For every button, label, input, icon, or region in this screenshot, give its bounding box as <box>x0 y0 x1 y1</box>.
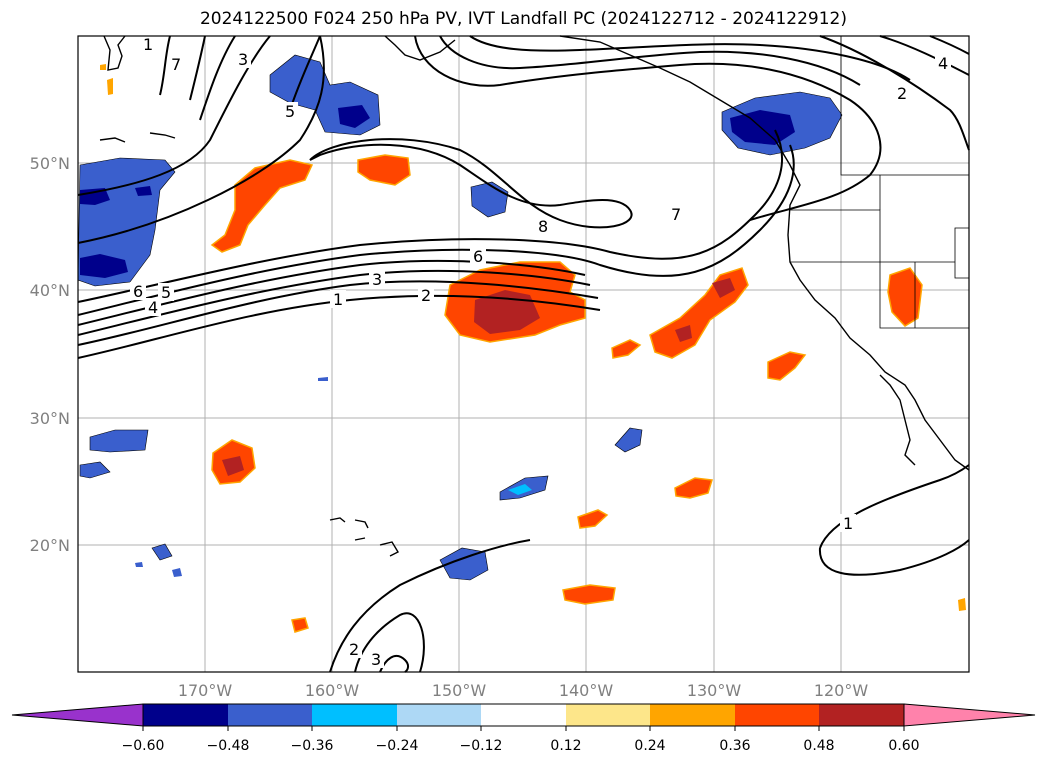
colorbar-tick-label: 0.60 <box>888 738 919 754</box>
colorbar-extend-high <box>903 703 1036 727</box>
lat-label: 30°N <box>30 409 70 428</box>
lon-label: 150°W <box>432 681 487 700</box>
contour-label: 1 <box>840 514 856 533</box>
positive-anomaly-shading <box>100 64 966 633</box>
lat-label: 20°N <box>30 536 70 555</box>
latitude-labels: 50°N 40°N 30°N 20°N <box>30 154 70 555</box>
colorbar-segment <box>397 704 481 726</box>
colorbar-tick-label: −0.12 <box>460 738 503 754</box>
colorbar-tick-label: −0.36 <box>291 738 334 754</box>
map-title: 2024122500 F024 250 hPa PV, IVT Landfall… <box>199 9 847 29</box>
contour-label: 6 <box>130 282 146 301</box>
colorbar-segment <box>143 704 228 726</box>
lat-label: 50°N <box>30 154 70 173</box>
svg-text:5: 5 <box>285 102 295 121</box>
contour-label: 6 <box>470 247 486 266</box>
contour-label: 1 <box>330 290 346 309</box>
contour-label: 2 <box>418 286 434 305</box>
pv-contour-labels: 1 2 3 4 5 6 7 8 1 2 3 4 5 6 7 1 2 3 <box>130 35 951 669</box>
colorbar-tick-label: 0.48 <box>803 738 834 754</box>
colorbar-tick-label: 0.12 <box>550 738 581 754</box>
lon-label: 140°W <box>559 681 614 700</box>
contour-label: 4 <box>145 298 161 317</box>
negative-anomaly-shading <box>77 54 843 581</box>
longitude-labels: 170°W 160°W 150°W 140°W 130°W 120°W <box>178 681 869 700</box>
contour-label: 3 <box>235 50 251 69</box>
contour-label: 2 <box>894 84 910 103</box>
pv-contours <box>77 35 970 673</box>
svg-text:2: 2 <box>897 84 907 103</box>
lon-label: 160°W <box>305 681 360 700</box>
colorbar-segment <box>312 704 397 726</box>
colorbar-tick-label: −0.24 <box>376 738 419 754</box>
colorbar-tick-label: −0.48 <box>207 738 250 754</box>
contour-label: 3 <box>369 270 385 289</box>
contour-label: 5 <box>282 102 298 121</box>
colorbar-segment <box>735 704 819 726</box>
lon-label: 130°W <box>687 681 742 700</box>
lon-label: 120°W <box>814 681 869 700</box>
colorbar-tick-label: −0.60 <box>122 738 165 754</box>
svg-text:2: 2 <box>349 640 359 659</box>
contour-label: 4 <box>935 54 951 73</box>
contour-label: 2 <box>346 640 362 659</box>
svg-text:3: 3 <box>371 650 381 669</box>
colorbar: −0.60 −0.48 −0.36 −0.24 −0.12 0.12 0.24 … <box>11 703 1036 754</box>
lat-label: 40°N <box>30 281 70 300</box>
svg-text:3: 3 <box>238 50 248 69</box>
contour-label: 5 <box>158 283 174 302</box>
svg-text:1: 1 <box>843 514 853 533</box>
svg-text:8: 8 <box>538 217 548 236</box>
svg-text:5: 5 <box>161 283 171 302</box>
contour-label: 3 <box>368 650 384 669</box>
colorbar-segment <box>819 704 904 726</box>
colorbar-segment <box>566 704 650 726</box>
map-frame <box>77 35 970 673</box>
svg-text:2: 2 <box>421 286 431 305</box>
svg-text:1: 1 <box>333 290 343 309</box>
contour-label: 8 <box>535 217 551 236</box>
contour-label: 7 <box>668 205 684 224</box>
svg-text:4: 4 <box>148 298 158 317</box>
contour-label: 7 <box>168 55 184 74</box>
colorbar-tick-label: 0.36 <box>719 738 750 754</box>
svg-text:6: 6 <box>473 247 483 266</box>
colorbar-segment <box>228 704 312 726</box>
colorbar-extend-low <box>11 703 144 727</box>
svg-text:3: 3 <box>372 270 382 289</box>
lon-label: 170°W <box>178 681 233 700</box>
colorbar-segment <box>650 704 735 726</box>
svg-text:4: 4 <box>938 54 948 73</box>
svg-text:6: 6 <box>133 282 143 301</box>
svg-text:7: 7 <box>171 55 181 74</box>
svg-text:1: 1 <box>143 35 153 54</box>
colorbar-segment <box>481 704 566 726</box>
svg-text:7: 7 <box>671 205 681 224</box>
contour-label: 1 <box>140 35 156 54</box>
colorbar-tick-label: 0.24 <box>634 738 665 754</box>
map-area <box>78 36 969 672</box>
